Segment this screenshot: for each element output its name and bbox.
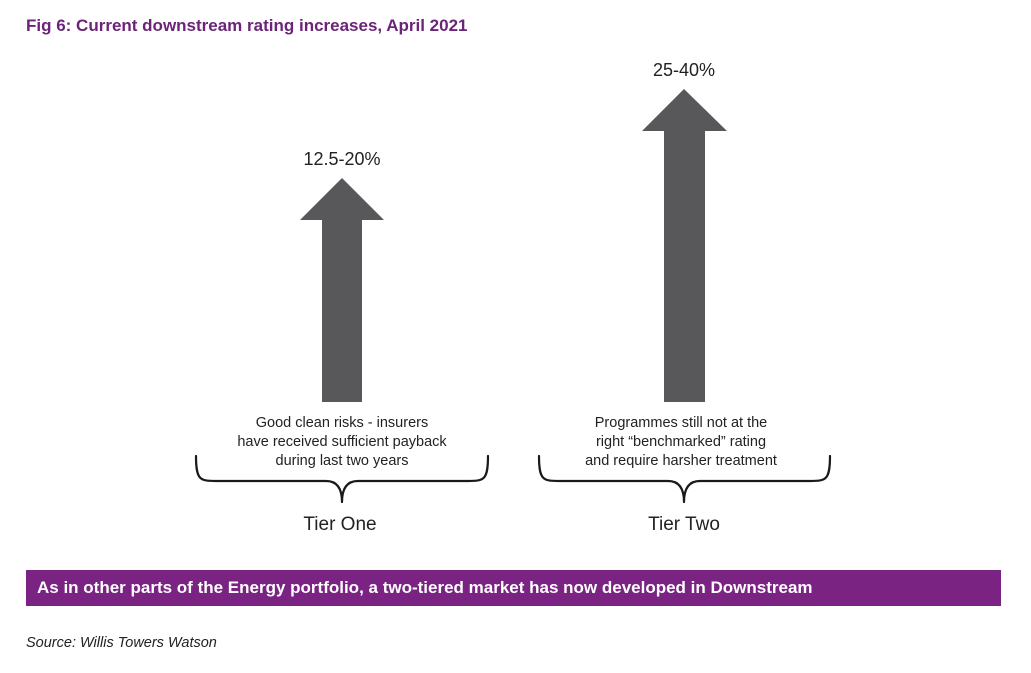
tier-one-description: Good clean risks - insurers have receive…	[192, 414, 492, 471]
tier-one-up-arrow-icon	[300, 178, 384, 402]
tier-one-description-line: have received sufficient payback	[237, 434, 447, 450]
tier-one-label: Tier One	[303, 514, 377, 535]
tier-two-description-line: right “benchmarked” rating	[595, 434, 767, 450]
tier-one-curly-brace-icon	[194, 454, 490, 504]
tier-one-description-line: during last two years	[275, 453, 409, 469]
tier-two-up-arrow-icon	[642, 89, 727, 402]
tier-two-description-line: Programmes still not at the	[594, 415, 768, 431]
summary-banner: As in other parts of the Energy portfoli…	[26, 570, 1001, 606]
tier-two-label: Tier Two	[648, 514, 720, 535]
page-title: Fig 6: Current downstream rating increas…	[26, 16, 468, 35]
source-note: Source: Willis Towers Watson	[26, 635, 217, 651]
tier-one-range: 12.5-20%	[303, 149, 381, 169]
diagram-graphics	[194, 89, 832, 504]
tier-diagram: 12.5-20% Good clean risks - insurers hav…	[192, 60, 832, 535]
tier-two-curly-brace-icon	[537, 454, 832, 504]
tier-one-description-line: Good clean risks - insurers	[255, 415, 429, 431]
tier-two-description-line: and require harsher treatment	[585, 453, 777, 469]
tier-two-description: Programmes still not at the right “bench…	[531, 414, 831, 471]
tier-two-range: 25-40%	[652, 60, 716, 80]
